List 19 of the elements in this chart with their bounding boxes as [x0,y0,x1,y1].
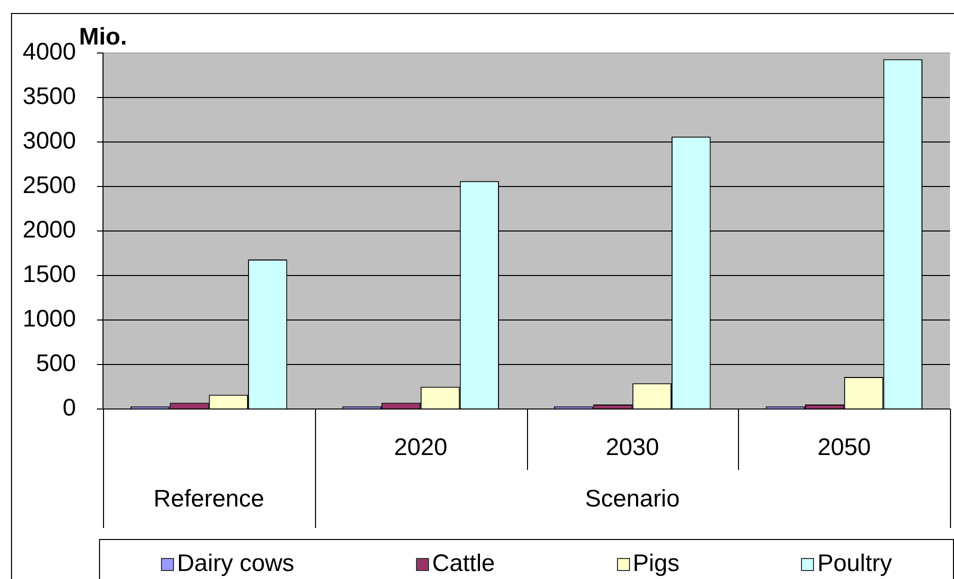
y-tick-label: 4000 [22,38,76,66]
y-tick-label: 0 [62,394,76,422]
y-tick-label: 3500 [22,83,76,110]
legend-label: Cattle [432,550,495,578]
x-tick-label: 2020 [394,434,448,462]
legend-label: Poultry [817,550,892,578]
y-tick-label: 1000 [22,306,76,333]
y-axis-title: Mio. [79,24,127,51]
x-tick-label: 2050 [817,434,871,462]
x-tick-label: 2030 [606,434,660,462]
y-tick-label: 2500 [22,172,76,200]
legend-label: Pigs [632,550,680,578]
y-tick-label: 1500 [22,261,76,288]
y-tick-label: 2000 [22,216,76,244]
y-tick-label: 500 [36,350,76,378]
legend-label: Dairy cows [176,550,294,578]
text: Scenario [585,486,680,513]
y-tick-label: 3000 [22,128,76,155]
text: Reference [154,486,264,513]
